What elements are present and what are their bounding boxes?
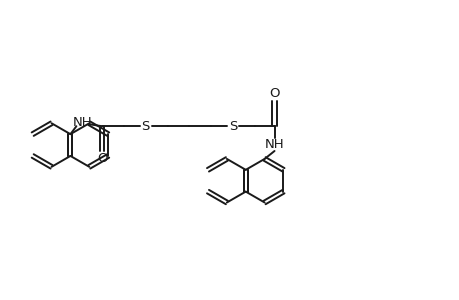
Text: O: O (97, 152, 107, 165)
Text: S: S (228, 120, 236, 133)
Text: NH: NH (73, 116, 92, 129)
Text: S: S (141, 120, 150, 133)
Text: NH: NH (264, 138, 284, 151)
Text: O: O (269, 87, 279, 100)
